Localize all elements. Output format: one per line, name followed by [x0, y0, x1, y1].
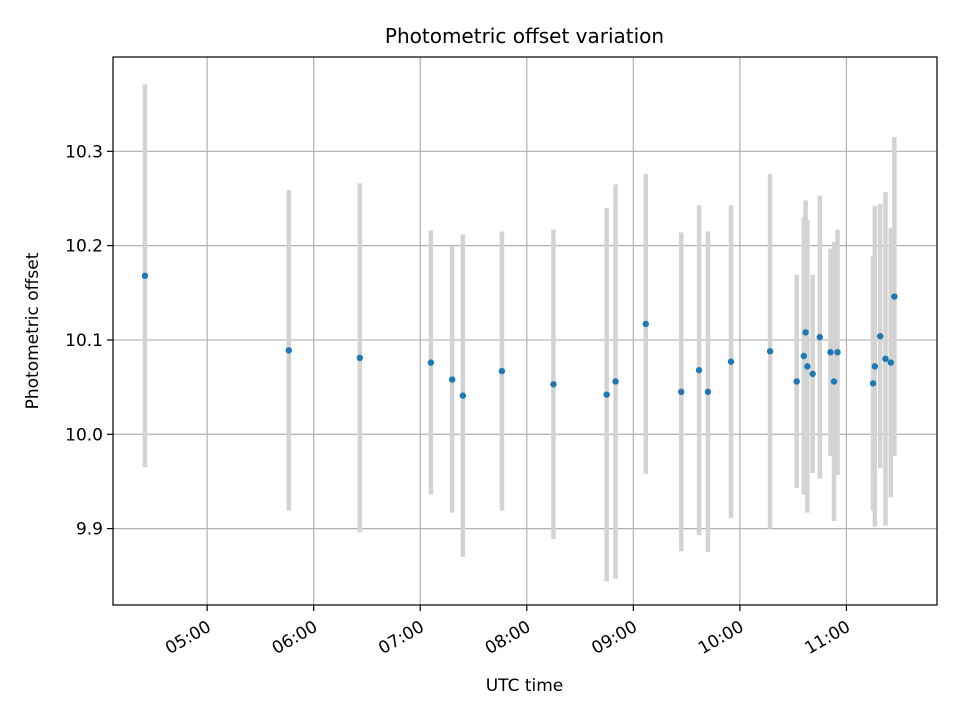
x-tick-label: 10:00: [695, 617, 747, 659]
y-tick-label: 10.3: [65, 142, 103, 162]
x-tick-label: 09:00: [588, 617, 640, 659]
data-point: [448, 376, 456, 383]
data-point: [887, 359, 895, 366]
data-point: [834, 349, 841, 356]
data-point: [800, 352, 808, 360]
x-axis-title: UTC time: [486, 676, 564, 696]
x-tick-label: 06:00: [269, 617, 321, 659]
y-tick-label: 10.1: [65, 331, 103, 351]
data-point: [816, 333, 823, 341]
data-point: [869, 380, 877, 387]
data-point: [793, 378, 800, 385]
data-point: [427, 359, 435, 366]
data-point: [603, 391, 610, 398]
x-tick-label: 11:00: [801, 617, 853, 659]
data-point: [809, 370, 816, 378]
x-tick-label: 07:00: [375, 617, 427, 659]
data-point: [804, 363, 811, 370]
data-point: [727, 358, 735, 365]
data-point: [356, 354, 364, 362]
x-axis: 05:00 06:00 07:00 08:00 09:00 10:00 11:00: [162, 605, 854, 659]
error-bars: [142, 84, 897, 582]
grid: [113, 57, 937, 605]
y-tick-label: 10.0: [65, 425, 103, 445]
data-point: [876, 332, 884, 340]
y-tick-label: 9.9: [76, 520, 103, 540]
x-tick-label: 08:00: [482, 617, 534, 659]
data-point: [766, 348, 774, 355]
data-point: [827, 349, 834, 356]
plot-frame: [112, 56, 938, 606]
chart-title: Photometric offset variation: [385, 24, 664, 48]
data-point: [891, 293, 898, 300]
data-point: [285, 347, 293, 354]
data-point: [459, 392, 467, 399]
x-tick-label: 05:00: [162, 617, 214, 659]
data-point: [830, 378, 838, 385]
data-point: [704, 388, 712, 396]
data-point: [871, 363, 879, 370]
data-point: [550, 381, 557, 388]
y-axis: 9.9 10.0 10.1 10.2 10.3: [65, 142, 113, 540]
data-point: [802, 329, 809, 336]
data-point: [695, 366, 703, 374]
y-axis-title: Photometric offset: [23, 252, 43, 409]
data-point: [612, 378, 619, 385]
data-point: [642, 320, 649, 328]
data-point: [498, 367, 506, 375]
data-points: [141, 272, 898, 399]
y-tick-label: 10.2: [65, 237, 103, 257]
data-point: [141, 272, 149, 280]
data-point: [678, 388, 685, 396]
data-point: [882, 355, 889, 363]
